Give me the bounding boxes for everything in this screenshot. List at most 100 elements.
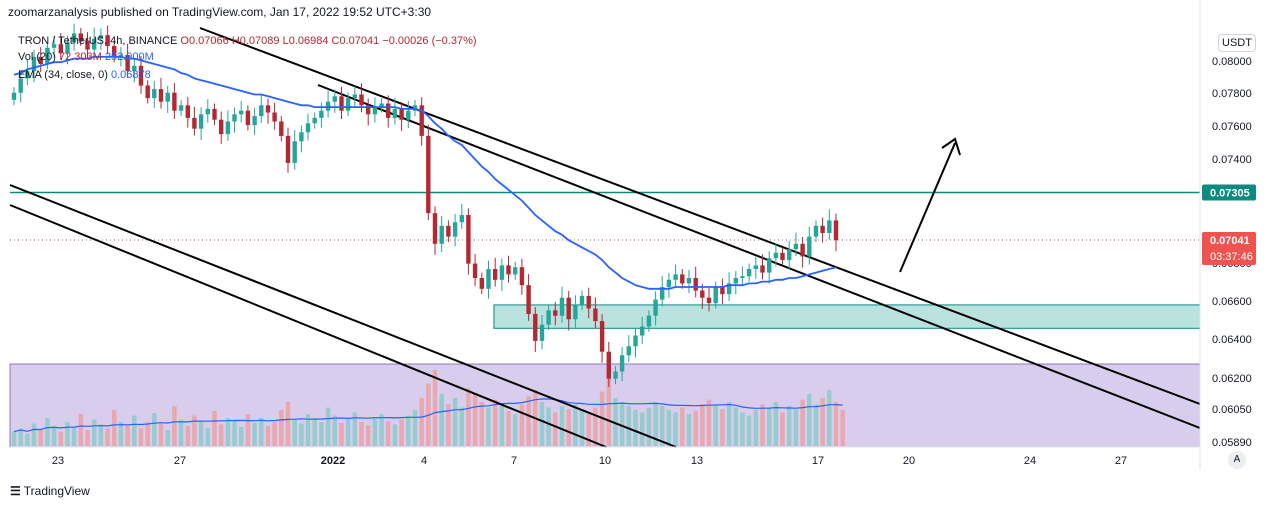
candle-body (519, 267, 525, 286)
volume-bar (840, 410, 845, 446)
candle-body (165, 92, 170, 102)
volume-bar (212, 410, 217, 446)
last-price-label: 0.07041 (1210, 235, 1250, 247)
candle-body (646, 315, 652, 327)
demand-zone (10, 191, 1201, 329)
volume-bar (633, 410, 638, 446)
candle-body (78, 33, 83, 41)
volume-bar (45, 418, 50, 446)
volume-bar (626, 406, 631, 446)
candle-body (339, 96, 344, 111)
volume-bar (660, 406, 665, 446)
candle-body (613, 371, 618, 379)
volume-bar (499, 406, 505, 446)
time-tick-label: 2022 (321, 455, 345, 467)
candle-body (172, 92, 177, 111)
volume-bar (11, 431, 17, 446)
volume-bar (793, 409, 799, 446)
legend-vol-label[interactable]: Vol (20) (18, 51, 56, 63)
candle-body (145, 85, 150, 99)
volume-bar (787, 406, 792, 446)
time-tick-label: 23 (52, 455, 64, 467)
volume-bar (178, 419, 184, 446)
volume-bar (132, 415, 137, 446)
volume-bar (619, 402, 625, 446)
candle-body (827, 220, 832, 233)
candle-body (232, 114, 237, 122)
volume-bar (472, 393, 478, 446)
candle-body (553, 310, 558, 316)
candle-body (299, 132, 304, 142)
volume-bar (593, 407, 598, 446)
legend-low: L0.06984 (282, 35, 329, 47)
candle-body (673, 274, 678, 280)
candle-body (499, 265, 505, 280)
legend-symbol[interactable]: TRON / TetherUS, 4h, BINANCE (18, 35, 178, 47)
candle-body (292, 141, 297, 163)
candle-body (85, 40, 90, 50)
candle-body (746, 269, 752, 277)
candle-body (406, 110, 411, 120)
currency-selector[interactable]: USDT (1218, 34, 1256, 52)
candle-body (720, 287, 725, 295)
candle-body (459, 215, 464, 223)
auto-scale-button[interactable]: A (1228, 451, 1246, 469)
candle-body (439, 225, 444, 244)
candle-body (25, 71, 30, 79)
volume-bar (526, 396, 531, 446)
volume-bar (406, 415, 411, 446)
volume-bar (359, 422, 364, 446)
candle-body (626, 346, 631, 356)
volume-bar (686, 414, 692, 446)
volume-bar (539, 402, 545, 446)
candle-body (640, 326, 645, 336)
brand-label: TradingView (23, 484, 90, 498)
candle-body (506, 265, 511, 275)
candle-body (579, 295, 585, 305)
volume-bar (58, 431, 63, 446)
candle-body (18, 78, 23, 93)
candle-countdown-label: 03:37:46 (1210, 251, 1253, 263)
trend-lines (9, 27, 1201, 448)
legend-high: H0.07089 (231, 35, 280, 47)
candle-body (706, 297, 712, 304)
volume-bar (673, 412, 678, 446)
volume-bar (733, 407, 738, 446)
volume-bar (392, 424, 398, 446)
candle-body (787, 249, 792, 260)
candle-body (279, 121, 284, 136)
candle-body (767, 258, 772, 273)
candle-body (599, 321, 605, 352)
volume-bar (726, 402, 732, 446)
price-tick-label: 0.06050 (1212, 404, 1252, 416)
channel-upper-line (199, 27, 1201, 405)
candle-body (700, 290, 705, 298)
ema-line (13, 55, 837, 290)
volume-bar (219, 424, 224, 446)
volume-bar (312, 418, 317, 446)
candle-body (245, 110, 251, 126)
volume-bar (279, 410, 284, 446)
volume-bar (305, 414, 311, 446)
candle-body (713, 287, 718, 304)
volume-bar (299, 423, 304, 446)
legend-ema-label[interactable]: EMA (34, close, 0) (18, 69, 108, 81)
volume-bar (773, 402, 779, 446)
candle-body (426, 135, 431, 214)
volume-bar (646, 407, 652, 446)
candle-body (533, 313, 538, 341)
volume-bar (566, 409, 571, 446)
volume-bar (98, 424, 104, 446)
volume-bar (339, 422, 344, 446)
candle-body (345, 98, 351, 111)
candle-body (252, 116, 257, 126)
resistance-price-label: 0.07305 (1210, 188, 1250, 200)
volume-bar (700, 404, 705, 446)
volume-bar (272, 422, 277, 446)
candle-body (239, 110, 244, 115)
volume-bar (285, 402, 291, 446)
volume-bar (493, 399, 498, 446)
tradingview-brand[interactable]: ☰ TradingView (10, 484, 90, 498)
legend-volume: Vol (20) 72.303M 252.900M (18, 51, 154, 63)
